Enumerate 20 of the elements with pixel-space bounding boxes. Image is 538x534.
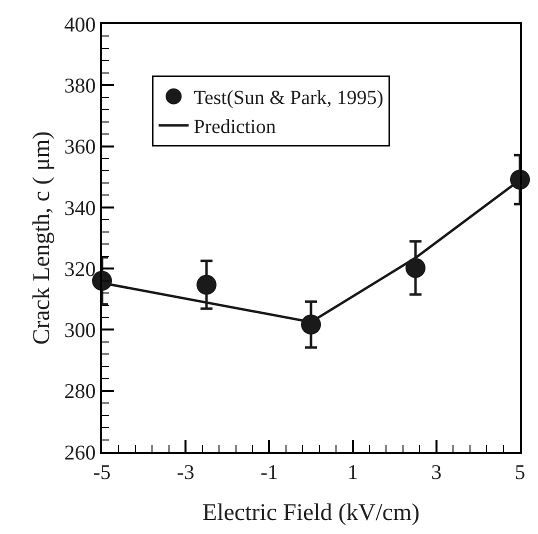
x-axis-title: Electric Field (kV/cm)	[202, 500, 420, 526]
legend-label: Prediction	[194, 116, 276, 138]
x-tick-label: 3	[431, 460, 442, 484]
y-tick-label: 280	[64, 379, 96, 404]
point	[406, 258, 426, 278]
point	[196, 274, 216, 295]
y-tick-label: 400	[64, 12, 96, 36]
y-tick-label: 380	[64, 73, 96, 98]
y-tick-label: 340	[64, 196, 96, 220]
x-tick-label: -1	[260, 460, 278, 484]
x-tick-label: 1	[348, 460, 358, 484]
x-tick-label: -5	[93, 460, 111, 484]
y-axis-title: Crack Length, c ( μm)	[28, 131, 55, 345]
y-tick-label: 300	[64, 318, 96, 342]
x-tick-label: -3	[176, 460, 194, 484]
y-tick-label: 360	[64, 134, 96, 159]
y-tick-label: 320	[64, 256, 96, 281]
legend-label: Test(Sun & Park, 1995)	[194, 87, 384, 110]
x-tick-label: 5	[514, 460, 526, 484]
y-tick-label: 260	[64, 440, 96, 464]
